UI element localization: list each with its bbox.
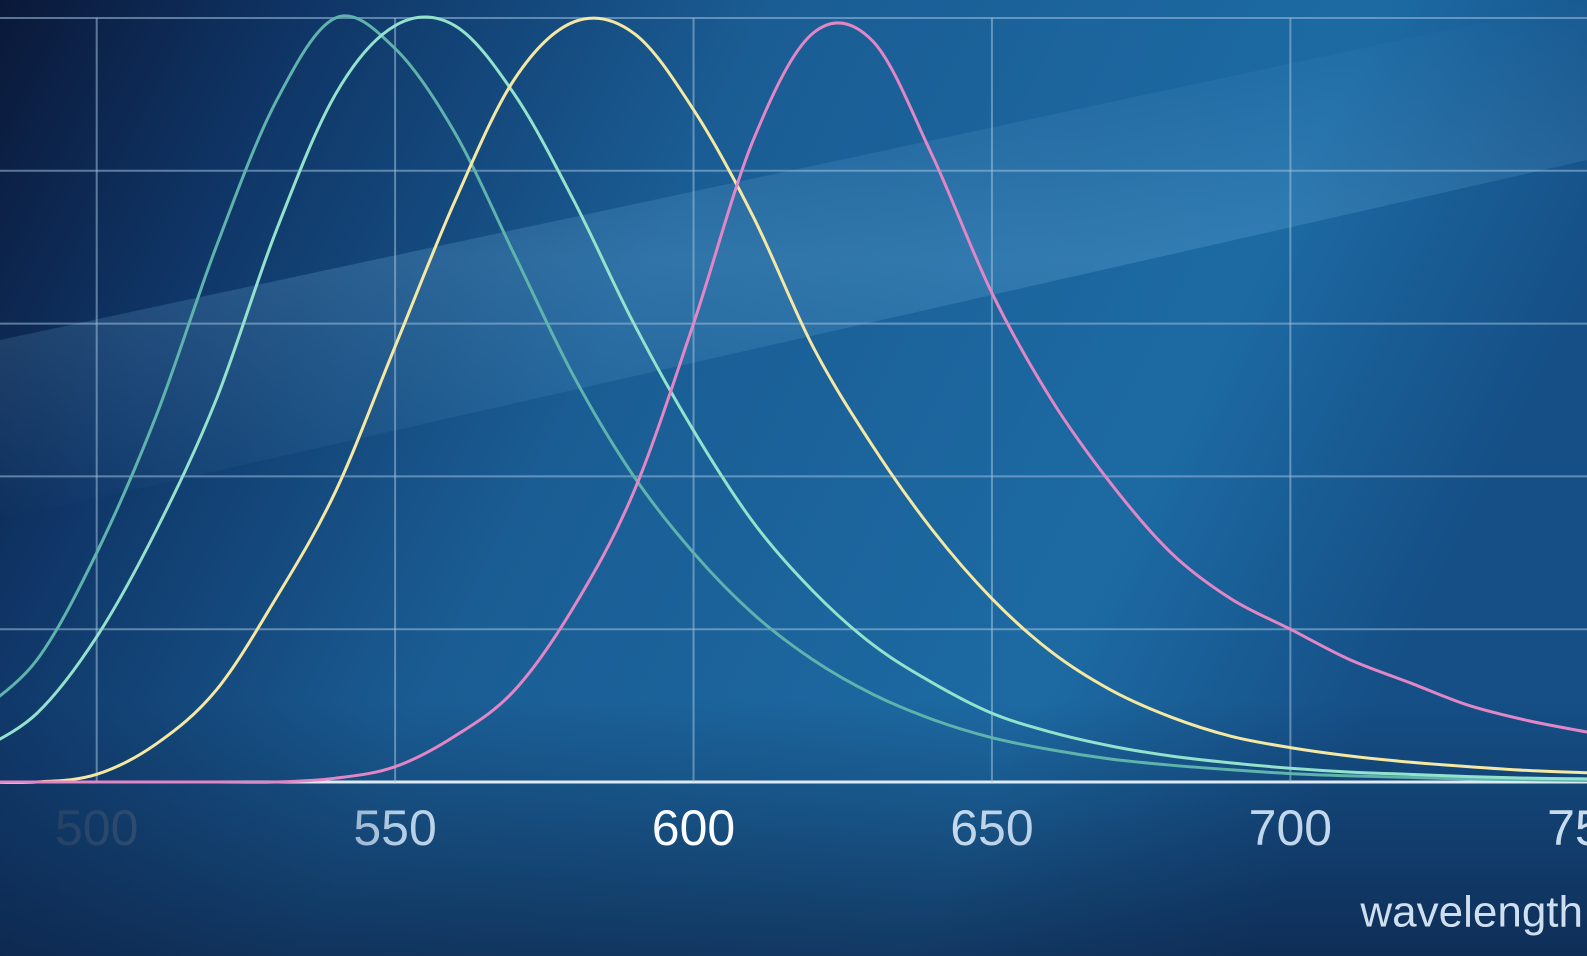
x-tick-label: 700 (1249, 800, 1332, 856)
x-tick-label: 600 (652, 800, 735, 856)
line-series (0, 16, 1587, 785)
line-series (0, 14, 1587, 782)
x-tick-label: 550 (353, 800, 436, 856)
line-series (0, 15, 1587, 781)
shade (0, 700, 1587, 956)
line-series (0, 21, 1587, 784)
x-tick-label: 500 (55, 800, 138, 856)
x-tick-label: 750 (1547, 800, 1587, 856)
x-axis-label: wavelength (1359, 888, 1583, 937)
x-tick-label: 650 (950, 800, 1033, 856)
light-streak (0, 0, 1587, 520)
